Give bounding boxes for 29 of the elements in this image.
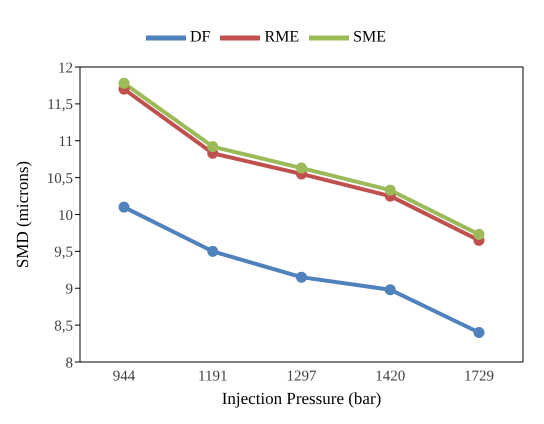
y-tick-label: 12 <box>58 60 73 76</box>
legend-label: SME <box>353 28 386 46</box>
y-tick-label: 9,5 <box>54 244 73 261</box>
point <box>296 162 307 174</box>
point <box>296 272 307 283</box>
point <box>118 202 130 213</box>
y-tick-label: 9 <box>66 282 73 298</box>
x-tick-label: 944 <box>112 368 136 385</box>
x-tick-label: 1191 <box>198 368 228 385</box>
point <box>384 284 396 296</box>
point <box>474 327 484 338</box>
point <box>118 78 130 89</box>
x-tick-label: 1420 <box>375 368 406 385</box>
y-tick-label: 8 <box>66 355 73 372</box>
y-axis-title: SMD (microns) <box>13 160 32 268</box>
y-tick-label: 10,5 <box>46 170 73 187</box>
legend-label: DF <box>190 28 210 46</box>
y-tick-label: 11 <box>58 134 73 150</box>
point <box>474 228 484 240</box>
point <box>384 184 396 196</box>
y-tick-label: 11,5 <box>47 97 73 114</box>
x-axis-title: Injection Pressure (bar) <box>222 389 382 408</box>
x-tick-label: 1297 <box>286 368 317 385</box>
y-tick-label: 8,5 <box>54 318 73 334</box>
x-tick-label: 1729 <box>464 368 494 385</box>
y-tick-label: 10 <box>58 208 73 224</box>
point <box>207 141 218 152</box>
point <box>207 246 218 257</box>
legend-label: RME <box>264 28 300 46</box>
